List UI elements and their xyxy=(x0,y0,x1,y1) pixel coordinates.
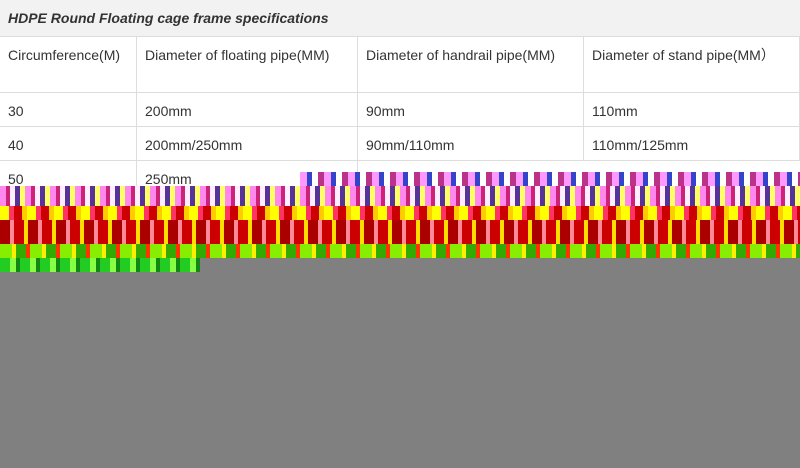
table-cell: 200mm/250mm xyxy=(137,127,358,161)
table-cell: 200mm xyxy=(137,93,358,127)
table-cell: 40 xyxy=(0,127,137,161)
table-cell: 110mm/125mm xyxy=(584,127,800,161)
column-header: Diameter of stand pipe(MM） xyxy=(584,37,800,93)
table-title: HDPE Round Floating cage frame specifica… xyxy=(0,0,800,37)
column-header: Diameter of floating pipe(MM) xyxy=(137,37,358,93)
column-header: Circumference(M) xyxy=(0,37,137,93)
table-cell: 110mm xyxy=(584,93,800,127)
column-header: Diameter of handrail pipe(MM) xyxy=(358,37,584,93)
table-cell: 30 xyxy=(0,93,137,127)
table-cell: 90mm xyxy=(358,93,584,127)
table-cell: 90mm/110mm xyxy=(358,127,584,161)
